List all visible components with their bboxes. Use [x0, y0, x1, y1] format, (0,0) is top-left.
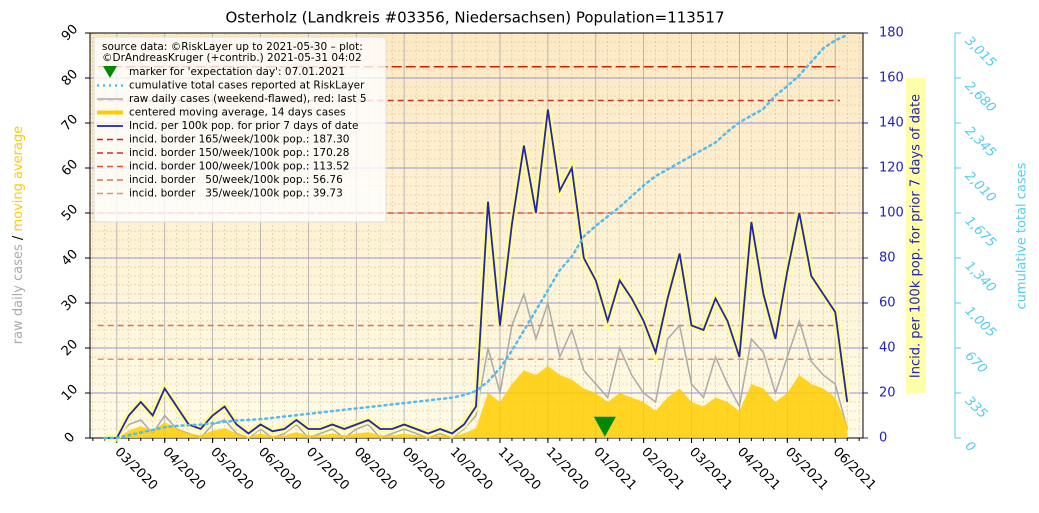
legend-label: centered moving average, 14 days cases — [129, 107, 346, 119]
x-tick-label: 04/2020 — [159, 445, 208, 494]
legend-label: marker for 'expectation day': 07.01.2021 — [129, 66, 345, 78]
y3-tick-label: 2,345 — [962, 124, 999, 161]
y-tick-label: 90 — [59, 22, 81, 44]
legend-label: raw daily cases (weekend-flawed), red: l… — [129, 93, 367, 105]
y2-tick-label: 20 — [879, 386, 896, 401]
y2-tick-label: 140 — [879, 116, 904, 131]
x-tick-label: 04/2021 — [734, 445, 783, 494]
legend-label: incid. border 165/week/100k pop.: 187.30 — [129, 134, 349, 146]
y-axis-label-part: / — [11, 235, 26, 240]
y2-tick-label: 0 — [879, 431, 887, 446]
x-tick-label: 09/2020 — [399, 445, 448, 494]
x-tick-label: 05/2020 — [207, 445, 256, 494]
y-tick-label: 0 — [62, 430, 78, 446]
legend-label: incid. border 100/week/100k pop.: 113.52 — [129, 161, 349, 173]
legend-source: ©DrAndreasKruger (+contrib.) 2021-05-31 … — [102, 52, 362, 64]
x-tick-label: 06/2020 — [255, 445, 304, 494]
marker — [593, 416, 616, 437]
line — [103, 33, 849, 440]
y-axis-label-part: raw daily cases — [11, 244, 26, 344]
y2-tick-label: 160 — [879, 71, 904, 86]
y2-tick-label: 40 — [879, 341, 896, 356]
y3-tick-label: 335 — [962, 394, 990, 422]
y2-tick-label: 120 — [879, 161, 904, 176]
legend-swatch — [103, 66, 117, 78]
x-tick-label: 06/2021 — [830, 445, 879, 494]
y3-tick-label: 1,005 — [962, 304, 999, 341]
y3-axis-label: cumulative total cases — [1015, 162, 1030, 309]
y-axis-label-part: moving average — [11, 126, 26, 232]
y3-tick-label: 2,010 — [962, 169, 999, 206]
legend-label: incid. border 150/week/100k pop.: 170.28 — [129, 147, 349, 159]
legend-label: cumulative total cases reported at RiskL… — [129, 80, 365, 92]
y2-axis-label: Incid. per 100k pop. for prior 7 days of… — [909, 94, 924, 378]
y3-tick-label: 1,340 — [962, 259, 999, 296]
y3-tick-label: 1,675 — [962, 214, 999, 251]
x-tick-label: 11/2020 — [495, 445, 544, 494]
y2-tick-label: 180 — [879, 26, 904, 41]
y3-tick-label: 3,015 — [962, 34, 999, 71]
line — [104, 291, 848, 439]
x-tick-label: 02/2021 — [638, 445, 687, 494]
legend-label: incid. border 50/week/100k pop.: 56.76 — [129, 174, 343, 186]
x-tick-label: 10/2020 — [447, 445, 496, 494]
y2-label-bg — [906, 78, 926, 393]
y3-tick-label: 0 — [962, 439, 978, 455]
y-tick-label: 40 — [59, 247, 81, 269]
legend-source: source data: ©RiskLayer up to 2021-05-30… — [102, 41, 363, 53]
y-axis-label: raw daily cases / moving average — [11, 126, 26, 344]
y-tick-label: 30 — [59, 292, 81, 314]
y2-tick-label: 100 — [879, 206, 904, 221]
y-tick-label: 50 — [59, 202, 81, 224]
x-tick-label: 01/2021 — [590, 445, 639, 494]
y2-tick-label: 60 — [879, 296, 896, 311]
y2-tick-label: 80 — [879, 251, 896, 266]
y-tick-label: 70 — [59, 112, 81, 134]
y3-tick-label: 2,680 — [962, 79, 999, 116]
x-tick-label: 03/2020 — [112, 445, 161, 494]
x-tick-label: 12/2020 — [543, 445, 592, 494]
area — [104, 366, 848, 438]
y-tick-label: 60 — [59, 157, 81, 179]
y-tick-label: 10 — [59, 382, 81, 404]
y-tick-label: 80 — [59, 67, 81, 89]
legend-label: incid. border 35/week/100k pop.: 39.73 — [129, 188, 343, 200]
y3-tick-label: 670 — [962, 349, 990, 377]
legend-box — [93, 36, 387, 223]
line — [104, 109, 849, 439]
x-tick-label: 07/2020 — [303, 445, 352, 494]
y-tick-label: 20 — [59, 337, 81, 359]
x-tick-label: 08/2020 — [351, 445, 400, 494]
chart-title: Osterholz (Landkreis #03356, Niedersachs… — [226, 9, 725, 27]
legend-label: Incid. per 100k pop. for prior 7 days of… — [129, 120, 358, 132]
x-tick-label: 03/2021 — [686, 445, 735, 494]
x-tick-label: 05/2021 — [782, 445, 831, 494]
